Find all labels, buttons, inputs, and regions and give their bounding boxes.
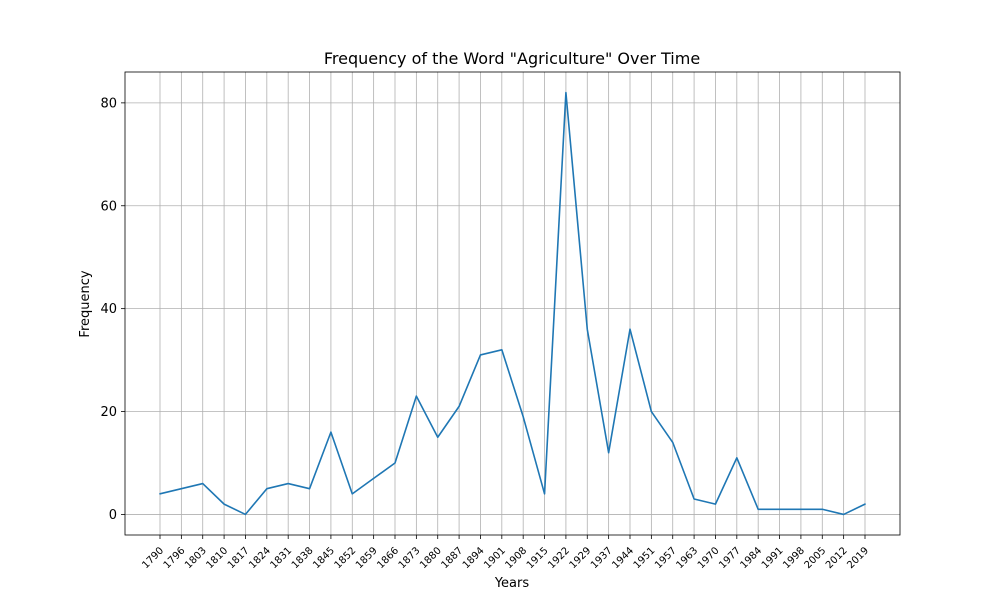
x-tick-label: 1970 (696, 545, 722, 571)
y-axis: 0 20 40 60 80 (100, 96, 125, 523)
y-tick-label: 0 (109, 508, 117, 523)
chart-title: Frequency of the Word "Agriculture" Over… (324, 49, 700, 68)
x-tick-label: 1922 (546, 545, 572, 571)
x-tick-label: 1831 (269, 545, 295, 571)
x-tick-label: 2019 (845, 545, 871, 571)
y-axis-label: Frequency (78, 270, 93, 337)
x-tick-label: 1873 (397, 545, 423, 571)
y-tick-label: 40 (100, 302, 117, 317)
x-tick-label: 1944 (610, 545, 636, 571)
x-tick-label: 1810 (204, 545, 230, 571)
y-tick-label: 20 (100, 405, 117, 420)
series-line (159, 91, 866, 516)
series-layer (159, 91, 866, 516)
x-tick-label: 1915 (525, 545, 551, 571)
x-tick-label: 1880 (418, 545, 444, 571)
x-tick-label: 1790 (140, 545, 166, 571)
x-tick-label: 1937 (589, 545, 615, 571)
x-tick-label: 1852 (333, 545, 359, 571)
x-tick-label: 1838 (290, 545, 316, 571)
x-tick-label: 1998 (781, 545, 807, 571)
x-tick-label: 1845 (311, 545, 337, 571)
x-tick-label: 1901 (482, 545, 508, 571)
y-tick-label: 80 (100, 96, 117, 111)
x-tick-label: 1951 (632, 545, 658, 571)
x-tick-label: 1929 (568, 545, 594, 571)
x-tick-label: 1991 (760, 545, 786, 571)
x-tick-label: 1817 (226, 545, 252, 571)
plot-frame (124, 71, 901, 536)
x-tick-label: 1887 (439, 545, 465, 571)
grid (125, 72, 900, 535)
x-axis-label: Years (494, 576, 530, 591)
x-tick-label: 1866 (375, 545, 401, 571)
x-tick-label: 1803 (183, 545, 209, 571)
x-axis: 1790179618031810181718241831183818451852… (140, 535, 871, 571)
x-tick-label: 2012 (824, 545, 850, 571)
x-tick-label: 1796 (162, 545, 188, 571)
x-tick-label: 1859 (354, 545, 380, 571)
x-tick-label: 1908 (504, 545, 530, 571)
x-tick-label: 1977 (717, 545, 743, 571)
x-tick-label: 1984 (739, 545, 765, 571)
x-tick-label: 1894 (461, 545, 487, 571)
x-tick-label: 1963 (674, 545, 700, 571)
x-tick-label: 1957 (653, 545, 679, 571)
x-tick-label: 1824 (247, 545, 273, 571)
y-tick-label: 60 (100, 199, 117, 214)
x-tick-label: 2005 (803, 545, 829, 571)
